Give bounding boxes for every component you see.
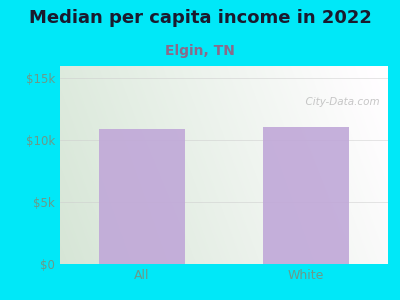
Bar	[99, 129, 185, 264]
Text: City-Data.com: City-Data.com	[300, 97, 380, 106]
Bar	[263, 127, 349, 264]
Text: Elgin, TN: Elgin, TN	[165, 44, 235, 58]
Text: Median per capita income in 2022: Median per capita income in 2022	[28, 9, 372, 27]
